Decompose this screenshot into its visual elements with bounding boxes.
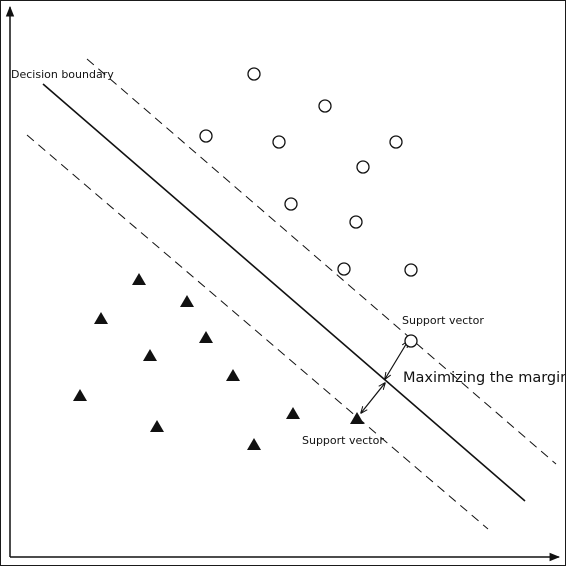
circle-marker: [318, 99, 332, 113]
circle-marker: [247, 67, 261, 81]
lower-margin-line: [26, 134, 489, 530]
decision-boundary-line: [42, 83, 526, 502]
circle-marker: [337, 262, 351, 276]
triangle-marker: [350, 412, 364, 424]
margin-arrow-lower: [361, 383, 385, 413]
triangle-marker: [132, 273, 146, 285]
circle-marker: [404, 263, 418, 277]
margin-label: Maximizing the margin: [403, 370, 565, 386]
triangle-marker: [94, 312, 108, 324]
triangle-marker: [199, 331, 213, 343]
support-vector-upper-label: Support vector: [402, 314, 484, 327]
triangle-marker: [226, 369, 240, 381]
circle-marker: [349, 215, 363, 229]
triangle-marker: [150, 420, 164, 432]
support-vector-lower-label: Support vector: [302, 434, 384, 447]
circle-marker: [389, 135, 403, 149]
triangle-marker: [286, 407, 300, 419]
circle-marker: [356, 160, 370, 174]
triangle-marker: [143, 349, 157, 361]
upper-margin-line: [86, 58, 557, 465]
triangle-class-points: [73, 273, 364, 450]
triangle-marker: [247, 438, 261, 450]
triangle-marker: [180, 295, 194, 307]
circle-marker: [199, 129, 213, 143]
triangle-marker: [73, 389, 87, 401]
margin-arrow-upper: [385, 341, 408, 379]
decision-boundary-label: Decision boundary: [11, 68, 114, 81]
circle-marker: [272, 135, 286, 149]
circle-class-points: [199, 67, 418, 348]
circle-marker: [404, 334, 418, 348]
circle-marker: [284, 197, 298, 211]
